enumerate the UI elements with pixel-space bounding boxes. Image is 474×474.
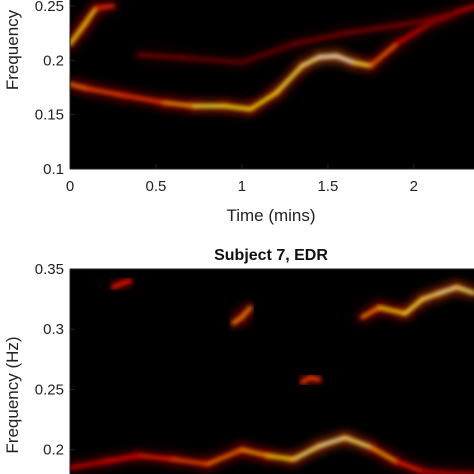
ridge-segment (420, 291, 442, 301)
spectrogram-panel-1: 0.1 0.15 0.2 0.25 0 0.5 1 1.5 2 Time (mins) Fre… (3, 0, 474, 225)
ridge-segment (438, 285, 459, 295)
ridge-segment (119, 93, 167, 105)
y-ticks-1: 0.1 0.15 0.2 0.25 (35, 0, 75, 178)
ridge-segment (377, 305, 407, 316)
x-tick-label: 0.5 (146, 178, 167, 195)
ridge-segment (300, 55, 321, 68)
ridge-segment (70, 460, 107, 470)
y-tick-label: 0.1 (43, 161, 64, 178)
ridge-segment (291, 31, 347, 46)
ridge-line (70, 4, 474, 111)
ridge-line (111, 279, 132, 289)
ridge-segment (395, 15, 450, 28)
ridge-segment (188, 56, 244, 65)
ridge-segment (274, 64, 304, 95)
x-tick-label: 2 (410, 178, 418, 195)
ridge-line (137, 15, 450, 65)
y-tick-label: 0.25 (35, 381, 64, 398)
y-tick-label: 0.2 (43, 442, 64, 459)
ridge-segment (137, 53, 192, 60)
ridge-segment (70, 82, 89, 91)
y-axis-label-2: Frequency (Hz) (3, 336, 22, 453)
ridge-segment (85, 86, 124, 97)
ridge-segment (119, 279, 132, 286)
y-tick-label: 0.2 (43, 52, 64, 69)
ridge-segment (300, 375, 313, 384)
spectrogram-panel-2: Subject 7, EDR 0.2 0.25 0.3 0.35 Frequency … (3, 247, 474, 474)
ridge-segment (352, 60, 373, 68)
y-ticks-2: 0.2 0.25 0.3 0.35 (35, 261, 75, 459)
ridge-segment (137, 454, 175, 461)
ridge-line (300, 375, 321, 384)
ridge-segment (395, 20, 433, 46)
ridge-segment (317, 436, 347, 448)
ridge-line (70, 4, 115, 46)
ridge-segment (369, 42, 399, 68)
x-axis-label-1: Time (mins) (226, 206, 315, 225)
ridge-segment (395, 460, 424, 473)
plot-area-2 (70, 269, 474, 474)
ridge-segment (240, 42, 296, 65)
ridge-segment (317, 54, 339, 59)
ridge-segment (240, 448, 270, 458)
ridge-segment (455, 285, 474, 295)
y-tick-label: 0.25 (35, 0, 64, 15)
ridge-segment (291, 444, 321, 461)
ridge-segment (223, 104, 253, 111)
ridge-segment (309, 375, 321, 382)
x-tick-label: 1.5 (317, 178, 338, 195)
ridge-segment (163, 101, 196, 108)
ridge-segment (231, 315, 244, 325)
ridge-segment (403, 297, 424, 316)
y-tick-label: 0.15 (35, 107, 64, 124)
ridge-segment (360, 305, 381, 319)
ridge-segment (94, 4, 115, 10)
ridge-line (360, 285, 474, 319)
ridge-segment (369, 445, 399, 464)
ridge-segment (343, 436, 373, 449)
ridge-segment (171, 457, 210, 466)
x-tick-label: 0 (66, 178, 74, 195)
ridge-segment (420, 469, 450, 474)
ridge-segment (248, 91, 278, 111)
ridge-segment (240, 305, 253, 319)
ridge-segment (82, 6, 98, 28)
ridge-layer-1 (70, 1, 474, 115)
ridge-segment (205, 448, 244, 466)
ridge-segment (70, 24, 86, 46)
y-tick-label: 0.35 (35, 261, 64, 278)
ridge-segment (266, 454, 296, 461)
ridge-segment (343, 24, 399, 35)
ridge-segment (102, 454, 141, 464)
y-axis-label-1: Frequency (3, 9, 22, 90)
y-tick-label: 0.3 (43, 321, 64, 338)
x-tick-label: 1 (238, 178, 246, 195)
ridge-line (231, 305, 253, 325)
x-ticks-1: 0 0.5 1 1.5 2 (66, 164, 418, 195)
ridge-layer-2 (70, 276, 474, 474)
chart-title-2: Subject 7, EDR (214, 247, 328, 264)
ridge-segment (334, 54, 356, 65)
